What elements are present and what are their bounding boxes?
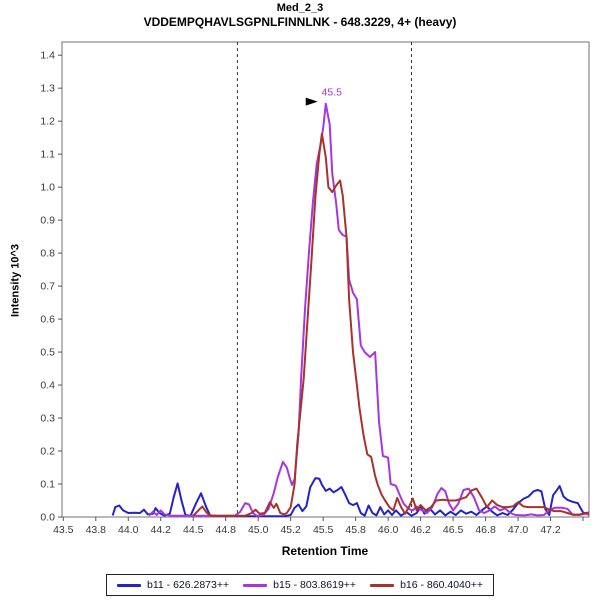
legend: b11 - 626.2873++ b15 - 803.8619++ b16 - 86…: [0, 574, 600, 596]
peak-annotation[interactable]: 45.5: [322, 87, 343, 99]
x-tick-label: 44.5: [183, 524, 204, 536]
peak-arrow-icon: [305, 97, 318, 106]
x-axis-label: Retention Time: [281, 544, 369, 558]
plot-frame: [61, 41, 590, 518]
chart-subtitle: VDDEMPQHAVLSGPNLFINNLNK - 648.3229, 4+ (…: [143, 15, 457, 29]
y-tick-label: 0.1: [40, 479, 55, 491]
x-tick-label: 45.0: [248, 524, 269, 536]
y-tick-label: 1.2: [40, 116, 55, 128]
series-line-icon: [370, 583, 395, 587]
x-tick-label: 44.0: [118, 524, 139, 536]
y-tick-label: 0.7: [40, 281, 55, 293]
x-tick-label: 43.5: [53, 524, 74, 536]
y-tick-label: 0.2: [40, 446, 55, 458]
legend-item-b11[interactable]: b11 - 626.2873++: [117, 579, 229, 591]
y-tick-label: 0.4: [40, 380, 55, 392]
y-tick-label: 0.3: [40, 413, 55, 425]
y-tick-label: 1.0: [40, 182, 55, 194]
y-tick-label: 0.5: [40, 347, 55, 359]
legend-item-label: b15 - 803.8619++: [273, 579, 357, 591]
x-tick-label: 47.0: [508, 524, 529, 536]
y-tick-label: 1.1: [40, 149, 55, 161]
x-tick-label: 44.8: [215, 524, 236, 536]
y-tick-label: 1.3: [40, 83, 55, 95]
series-line-icon: [243, 583, 268, 587]
x-tick-label: 47.2: [540, 524, 561, 536]
y-tick-label: 0.0: [40, 512, 55, 524]
legend-item-label: b11 - 626.2873++: [147, 579, 230, 591]
x-tick-label: 44.2: [151, 524, 172, 536]
x-tick-label: 46.2: [410, 524, 431, 536]
legend-box: b11 - 626.2873++ b15 - 803.8619++ b16 - 86…: [106, 574, 494, 596]
y-tick-label: 0.8: [40, 248, 55, 260]
legend-item-b15[interactable]: b15 - 803.8619++: [243, 579, 356, 591]
y-tick-label: 0.9: [40, 215, 55, 227]
chart-title: Med_2_3: [276, 2, 324, 14]
x-tick-label: 46.5: [443, 524, 464, 536]
trace-b11[interactable]: [111, 477, 590, 517]
x-tick-label: 45.5: [313, 524, 334, 536]
trace-b15[interactable]: [148, 102, 589, 517]
x-tick-label: 45.8: [345, 524, 366, 536]
legend-item-b16[interactable]: b16 - 860.4040++: [370, 579, 483, 591]
legend-item-label: b16 - 860.4040++: [400, 579, 483, 591]
trace-b16[interactable]: [192, 132, 589, 517]
y-tick-label: 1.4: [40, 50, 55, 62]
x-tick-label: 45.2: [280, 524, 301, 536]
x-tick-label: 46.8: [475, 524, 496, 536]
plot-area[interactable]: 43.5 43.8 44.0 44.2 44.5 44.8 45.0 45.2 45.5 45.8…: [0, 0, 600, 572]
x-tick-label: 43.8: [86, 524, 107, 536]
series-line-icon: [117, 583, 141, 587]
y-tick-label: 0.6: [40, 314, 55, 326]
x-tick-label: 46.0: [378, 524, 399, 536]
